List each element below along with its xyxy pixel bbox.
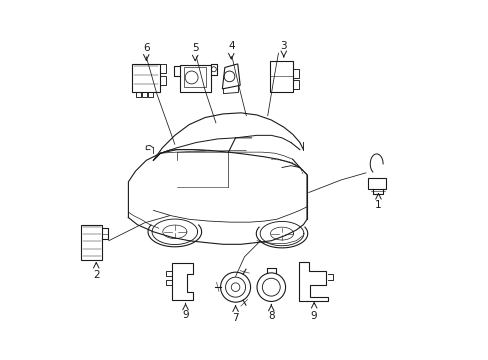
Text: 2: 2	[93, 270, 100, 280]
Text: 6: 6	[142, 43, 149, 53]
Bar	[81, 225, 102, 260]
Text: 4: 4	[227, 41, 234, 51]
Bar	[367, 178, 386, 189]
Bar	[269, 61, 292, 93]
Text: 8: 8	[267, 311, 274, 321]
Bar	[183, 67, 205, 87]
Text: 7: 7	[232, 313, 239, 323]
Bar	[132, 64, 160, 92]
Text: 5: 5	[191, 43, 198, 53]
Text: 9: 9	[182, 310, 188, 320]
Text: 3: 3	[280, 41, 286, 51]
Text: 9: 9	[310, 311, 317, 321]
Text: 1: 1	[374, 200, 381, 210]
Bar	[180, 65, 210, 92]
